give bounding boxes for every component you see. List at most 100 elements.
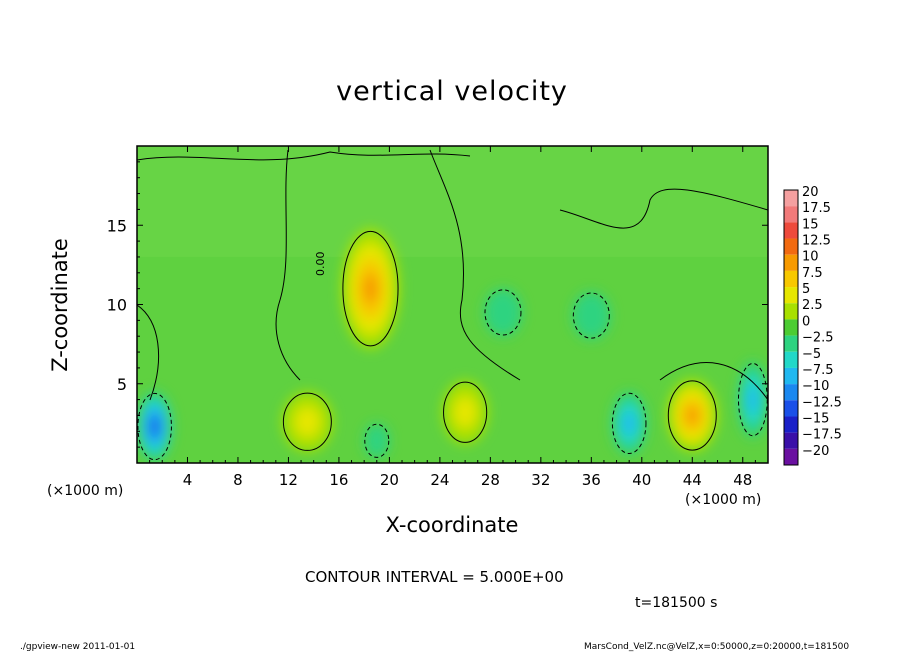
colorbar-label: 0 (802, 314, 810, 329)
colorbar-label: 10 (802, 250, 819, 265)
field-level-1-2 (294, 406, 320, 437)
colorbar-label: 20 (802, 185, 819, 200)
colorbar-swatch (784, 400, 798, 417)
field-blob-1 (282, 391, 333, 452)
footer-left: ./gpview-new 2011-01-01 (20, 642, 136, 652)
y-tick-label: 10 (107, 296, 127, 315)
colorbar-swatch (784, 367, 798, 385)
colorbar-label: 12.5 (802, 234, 831, 249)
field-blob-6 (737, 361, 768, 438)
x-tick-label: 44 (683, 471, 702, 489)
contour-line-3 (667, 380, 717, 451)
footer-right: MarsCond_VelZ.nc@VelZ,x=0:50000,z=0:2000… (584, 642, 850, 652)
colorbar-swatch (784, 238, 798, 255)
colorbar-label: 15 (802, 217, 819, 232)
zero-contour-3 (559, 188, 768, 229)
x-tick-label: 20 (380, 471, 399, 489)
colorbar-label: 5 (802, 282, 810, 297)
colorbar-swatch (784, 254, 798, 271)
zero-contour-5 (659, 362, 768, 401)
x-tick-label: 8 (233, 471, 243, 489)
colorbar-swatch (784, 270, 798, 288)
x-tick-label: 4 (183, 471, 193, 489)
field-blob-8 (484, 288, 522, 337)
field-blob-3 (667, 378, 718, 452)
x-tick-label: 12 (279, 471, 298, 489)
field-blob-7 (572, 291, 611, 340)
x-tick-label: 40 (632, 471, 651, 489)
plot-area (137, 146, 768, 463)
colorbar-frame (783, 189, 799, 466)
colorbar-label: −7.5 (802, 363, 834, 378)
contour-line-1 (282, 392, 332, 451)
contour-overlay: 0.00 (137, 149, 768, 461)
zero-contour-2 (137, 304, 160, 401)
field-blob-4 (137, 391, 173, 462)
colorbar-label: −17.5 (802, 428, 842, 443)
colorbar-label: −12.5 (802, 395, 842, 410)
x-unit-left: (×1000 m) (47, 483, 124, 499)
contour-line-9 (364, 423, 390, 458)
y-tick-label: 15 (107, 216, 127, 235)
colorbar-swatch (784, 351, 798, 368)
colorbar-label: 17.5 (802, 201, 831, 216)
field-level-0-4 (363, 273, 378, 304)
chart-title: vertical velocity (336, 76, 568, 107)
colorbar-swatch (784, 384, 798, 401)
x-unit-right: (×1000 m) (685, 492, 762, 508)
contour-line-5 (611, 392, 647, 454)
field-level-4-5 (151, 419, 159, 434)
colorbar-swatch (784, 416, 798, 433)
colorbar-swatch (784, 432, 798, 449)
field-level-6-3 (747, 386, 758, 413)
contour-line-8 (484, 289, 522, 336)
contour-interval-text: CONTOUR INTERVAL = 5.000E+00 (305, 568, 564, 586)
colorbar-swatch (784, 287, 798, 304)
zero-contour-4 (137, 151, 471, 161)
field-level-9-1 (364, 423, 390, 459)
field-level-7-1 (572, 291, 611, 340)
colorbar-swatch (784, 335, 798, 352)
x-axis-label: X-coordinate (385, 513, 519, 537)
contour-line-2 (443, 381, 488, 443)
x-tick-label: 16 (329, 471, 348, 489)
colorbar-label: −10 (802, 379, 829, 394)
colorbar-label: −2.5 (802, 331, 834, 346)
colorbar-label: 2.5 (802, 298, 823, 313)
field-upper-band (137, 146, 768, 257)
x-tick-label: 32 (531, 471, 550, 489)
colorbar-swatch (784, 222, 798, 239)
field-level-8-1 (484, 288, 522, 337)
colorbar-label: 7.5 (802, 266, 823, 281)
contour-line-4 (137, 392, 172, 461)
x-tick-label: 24 (430, 471, 449, 489)
zero-contour-0 (275, 149, 301, 381)
colorbar-swatch (784, 206, 798, 223)
field-blob-0 (341, 228, 400, 349)
x-tick-label: 36 (582, 471, 601, 489)
field-blob-5 (611, 391, 647, 456)
zero-contour-1 (429, 149, 521, 381)
field-level-2-2 (453, 396, 477, 429)
field-level-5-3 (623, 412, 636, 434)
colorbar-swatch (784, 190, 798, 207)
time-text: t=181500 s (635, 595, 718, 611)
colorbar-swatch (784, 319, 798, 336)
colorbar-label: −5 (802, 347, 821, 362)
contour-line-0 (342, 230, 399, 347)
colorbar-label: −15 (802, 411, 829, 426)
colorbar-swatch (784, 303, 798, 320)
field-level-3-4 (685, 406, 699, 425)
field-blob-2 (442, 380, 488, 444)
x-tick-label: 48 (733, 471, 752, 489)
y-tick-label: 5 (117, 375, 127, 394)
colorbar-label: −20 (802, 444, 829, 459)
colorbar-swatch (784, 448, 798, 465)
x-tick-label: 28 (481, 471, 500, 489)
field-blob-9 (364, 423, 390, 459)
contour-line-7 (572, 292, 610, 339)
contour-label: 0.00 (314, 251, 327, 276)
